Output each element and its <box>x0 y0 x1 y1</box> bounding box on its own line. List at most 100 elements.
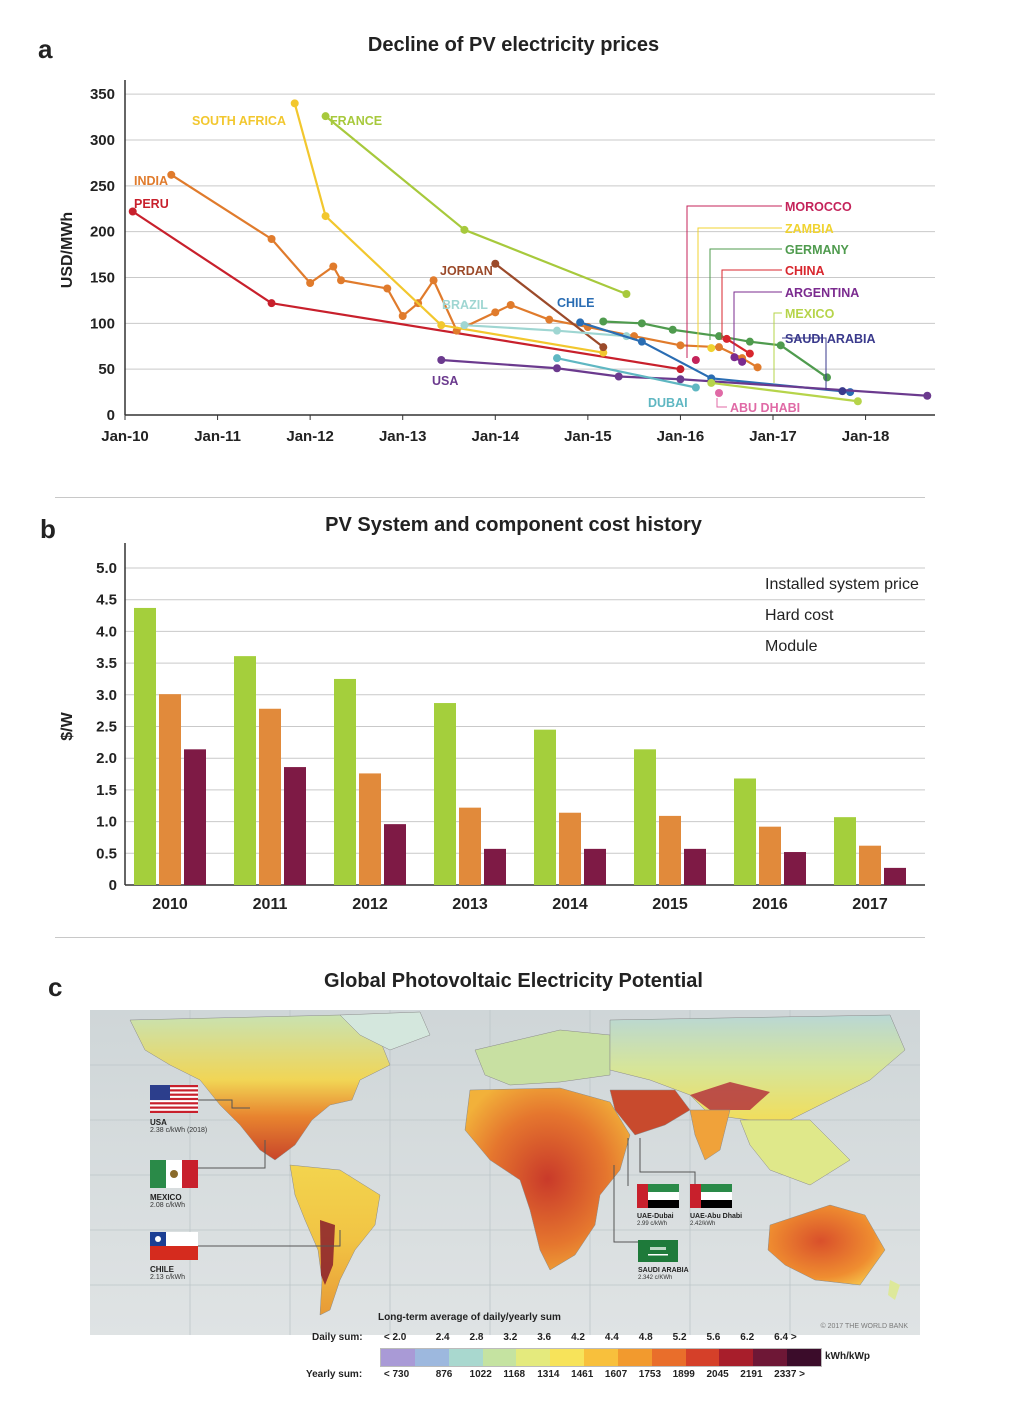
data-point <box>691 356 700 364</box>
uae-abu-dhabi-label: UAE-Abu Dhabi <box>690 1213 743 1220</box>
bar-installed-system-price <box>134 607 156 885</box>
bar-installed-system-price <box>634 749 656 885</box>
data-point <box>599 317 608 326</box>
legend-label: Module <box>765 638 818 655</box>
leader-line <box>709 248 782 340</box>
scale-tick-label: 1168 <box>503 1369 526 1380</box>
y-tick-label: 1.0 <box>96 814 117 831</box>
data-point <box>491 259 500 268</box>
usa-flag <box>150 1085 198 1113</box>
color-scale-bar <box>380 1348 822 1367</box>
australia <box>767 1204 886 1286</box>
data-point <box>846 388 855 397</box>
scale-swatch <box>414 1349 449 1366</box>
scale-swatch <box>651 1349 686 1366</box>
series-label-india: INDIA <box>134 174 168 188</box>
callout-usa: USA 2.38 c/kWh (2018) <box>150 1085 207 1135</box>
x-tick-label: 2012 <box>352 896 388 913</box>
legend-label: Hard cost <box>765 607 834 624</box>
bar-module <box>284 767 306 885</box>
legend-item: Installed system price <box>765 576 945 594</box>
data-point <box>553 326 561 335</box>
chile-flag <box>150 1232 198 1260</box>
scale-tick-label: 876 <box>435 1369 453 1380</box>
bar-installed-system-price <box>734 778 756 885</box>
data-point <box>267 299 276 308</box>
data-point <box>321 112 330 121</box>
leader-line <box>697 227 782 350</box>
y-tick-label: 5.0 <box>96 560 117 577</box>
bar-module <box>184 749 206 885</box>
data-point <box>823 373 831 382</box>
europe <box>474 1029 611 1086</box>
bar-installed-system-price <box>534 729 556 885</box>
scale-swatch <box>753 1349 788 1366</box>
panel-b-title: PV System and component cost history <box>325 514 702 536</box>
scale-swatch <box>685 1349 720 1366</box>
scale-tick-label: 1607 <box>604 1369 628 1380</box>
chile-label: CHILE <box>150 1265 174 1274</box>
x-tick-label: Jan-16 <box>657 428 705 445</box>
x-tick-label: Jan-12 <box>286 428 334 445</box>
bar-module <box>684 848 706 885</box>
uae-flag <box>690 1184 732 1208</box>
series-label-usa: USA <box>432 374 458 388</box>
series-label-france: FRANCE <box>330 114 382 128</box>
daily-ticks: < 2.0 2.4 2.8 3.2 3.6 4.2 4.4 4.8 5.2 5.6 6.2 6.4 > <box>0 1332 1027 1346</box>
cost-legend: Installed system price Hard cost Module <box>765 576 945 669</box>
x-tick-label: 2015 <box>652 896 688 913</box>
panel-a-letter: a <box>38 34 53 64</box>
x-tick-label: Jan-17 <box>749 428 797 445</box>
scale-swatch <box>448 1349 483 1366</box>
data-point <box>337 276 345 285</box>
y-tick-label: 2.0 <box>96 750 117 767</box>
daily-sum-label: Daily sum: <box>312 1332 363 1343</box>
series-label-morocco: MOROCCO <box>785 200 852 214</box>
mexico-value: 2.08 c/kWh <box>150 1202 186 1209</box>
series-line-dubai <box>556 357 697 389</box>
data-point <box>383 284 392 293</box>
y-tick-label: 3.5 <box>96 655 117 672</box>
data-point <box>321 212 330 221</box>
scale-tick-label: 2.8 <box>469 1332 484 1343</box>
y-tick-label: 4.0 <box>96 623 117 640</box>
series-label-china: CHINA <box>785 264 825 278</box>
bar-hard-cost <box>159 694 181 885</box>
series-line-usa <box>441 358 928 397</box>
uae-abu-dhabi-value: 2.42/kWh <box>690 1221 716 1227</box>
y-tick-label: 200 <box>90 224 115 241</box>
data-point <box>753 363 762 372</box>
data-point <box>306 279 315 287</box>
data-point <box>553 354 561 363</box>
leader-line <box>733 291 782 352</box>
divider-b-c <box>55 937 925 938</box>
series-label-saudi-arabia: SAUDI ARABIA <box>785 332 876 346</box>
data-point <box>853 397 862 406</box>
callout-mexico: MEXICO 2.08 c/kWh <box>150 1160 198 1210</box>
series-label-chile: CHILE <box>557 296 595 310</box>
data-point <box>437 321 446 330</box>
data-point <box>622 290 631 298</box>
bar-hard-cost <box>659 815 681 885</box>
series-label-brazil: BRAZIL <box>442 298 488 312</box>
pv-cost-bar-chart: 0 0.5 1.0 1.5 2.0 2.5 3.0 3.5 4.0 4.5 5.0 $/W 2010 20… <box>59 543 925 913</box>
callout-uae-dubai: UAE-Dubai 2.99 c/kWh <box>637 1184 679 1228</box>
data-point <box>553 364 561 373</box>
y-tick-label: 3.0 <box>96 687 117 704</box>
series-label-jordan: JORDAN <box>440 264 493 278</box>
data-point <box>167 170 176 179</box>
divider-a-b <box>55 497 925 498</box>
uae-dubai-label: UAE-Dubai <box>637 1213 674 1220</box>
scale-tick-label: 1461 <box>571 1369 594 1380</box>
data-point <box>715 343 723 352</box>
scale-tick-label: 4.8 <box>638 1332 653 1343</box>
panel-c-title: Global Photovoltaic Electricity Potentia… <box>324 970 703 992</box>
usa-value: 2.38 c/kWh (2018) <box>150 1127 208 1134</box>
bar-hard-cost <box>759 826 781 885</box>
bar-hard-cost <box>459 807 481 885</box>
series-label-dubai: DUBAI <box>648 396 688 410</box>
x-tick-label: 2011 <box>253 896 288 913</box>
scale-tick-label: < 730 <box>383 1369 410 1380</box>
y-tick-label: 1.5 <box>96 782 117 799</box>
data-point <box>923 391 932 400</box>
